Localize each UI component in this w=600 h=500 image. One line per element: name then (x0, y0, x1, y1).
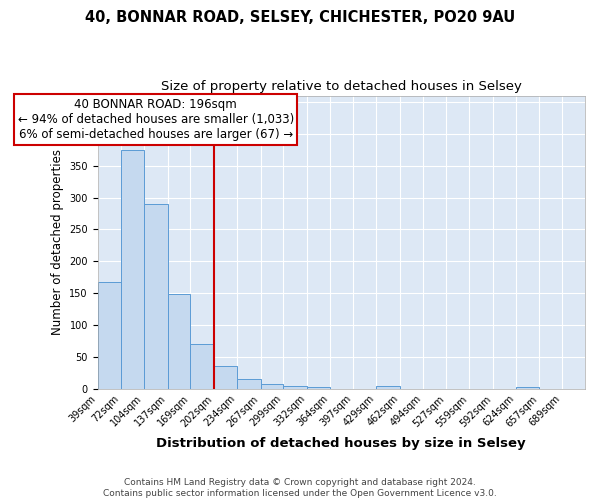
Bar (190, 344, 214, 389)
Bar (121, 150, 144, 389)
Text: 40 BONNAR ROAD: 196sqm
← 94% of detached houses are smaller (1,033)
6% of semi-d: 40 BONNAR ROAD: 196sqm ← 94% of detached… (17, 98, 294, 141)
Bar (376, 386, 400, 389)
Bar (237, 379, 260, 389)
Bar (515, 387, 539, 389)
Bar (144, 204, 167, 389)
Bar (98, 282, 121, 389)
Title: Size of property relative to detached houses in Selsey: Size of property relative to detached ho… (161, 80, 522, 93)
Y-axis label: Number of detached properties: Number of detached properties (50, 149, 64, 335)
Bar (283, 386, 307, 389)
Bar (307, 387, 330, 389)
Text: 40, BONNAR ROAD, SELSEY, CHICHESTER, PO20 9AU: 40, BONNAR ROAD, SELSEY, CHICHESTER, PO2… (85, 10, 515, 25)
Text: Contains HM Land Registry data © Crown copyright and database right 2024.
Contai: Contains HM Land Registry data © Crown c… (103, 478, 497, 498)
Bar (260, 384, 283, 389)
Bar (214, 366, 237, 389)
Bar (167, 294, 190, 389)
X-axis label: Distribution of detached houses by size in Selsey: Distribution of detached houses by size … (157, 437, 526, 450)
